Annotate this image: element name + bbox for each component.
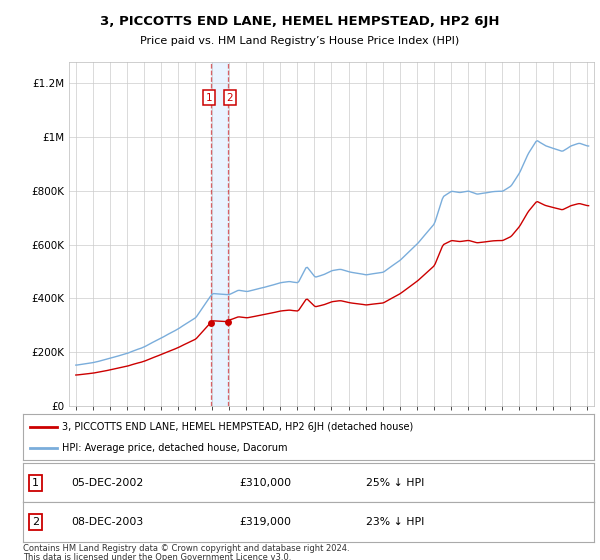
Text: Price paid vs. HM Land Registry’s House Price Index (HPI): Price paid vs. HM Land Registry’s House …	[140, 36, 460, 46]
Text: £319,000: £319,000	[240, 517, 292, 527]
Text: HPI: Average price, detached house, Dacorum: HPI: Average price, detached house, Daco…	[62, 443, 287, 453]
Text: 25% ↓ HPI: 25% ↓ HPI	[365, 478, 424, 488]
Text: 2: 2	[227, 93, 233, 103]
Text: 1: 1	[32, 478, 39, 488]
Bar	[211, 62, 228, 406]
Text: £310,000: £310,000	[240, 478, 292, 488]
Text: Contains HM Land Registry data © Crown copyright and database right 2024.: Contains HM Land Registry data © Crown c…	[23, 544, 349, 553]
Text: 2: 2	[32, 517, 39, 527]
Text: 3, PICCOTTS END LANE, HEMEL HEMPSTEAD, HP2 6JH: 3, PICCOTTS END LANE, HEMEL HEMPSTEAD, H…	[100, 15, 500, 28]
Text: This data is licensed under the Open Government Licence v3.0.: This data is licensed under the Open Gov…	[23, 553, 291, 560]
Text: 05-DEC-2002: 05-DEC-2002	[71, 478, 143, 488]
Text: 3, PICCOTTS END LANE, HEMEL HEMPSTEAD, HP2 6JH (detached house): 3, PICCOTTS END LANE, HEMEL HEMPSTEAD, H…	[62, 422, 413, 432]
Text: 23% ↓ HPI: 23% ↓ HPI	[365, 517, 424, 527]
Text: 1: 1	[205, 93, 212, 103]
Text: 08-DEC-2003: 08-DEC-2003	[71, 517, 143, 527]
